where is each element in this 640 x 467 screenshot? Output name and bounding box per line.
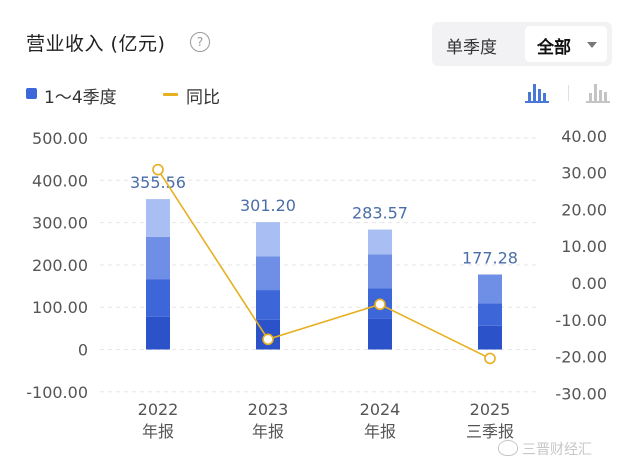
bar-segment-q2 [478, 303, 502, 326]
quarterly-toggle-button[interactable]: 单季度 [446, 38, 497, 58]
bar-segment-q4 [146, 199, 170, 237]
legend-line-swatch [163, 93, 178, 96]
bar-segment-q3 [146, 236, 170, 280]
right-axis-tick-label: -20.00 [555, 348, 607, 367]
left-axis-tick-label: 300.00 [32, 214, 88, 233]
yoy-point [152, 163, 164, 176]
bar-total-label: 283.57 [352, 204, 408, 223]
x-axis-period-label: 年报 [252, 422, 284, 441]
left-axis-tick-label: 400.00 [32, 171, 88, 190]
help-icon[interactable]: ? [190, 32, 210, 52]
all-periods-label: 全部 [537, 38, 571, 58]
bar-segment-q4 [368, 229, 392, 255]
yoy-point [484, 352, 496, 365]
period-toggle: 单季度 全部 [432, 22, 612, 66]
bar-total-label: 177.28 [462, 249, 518, 268]
right-axis-tick-label: 0.00 [571, 274, 607, 293]
weibo-logo-icon [498, 440, 518, 456]
right-axis-tick-label: -30.00 [555, 384, 607, 403]
right-axis-tick-label: -10.00 [555, 311, 607, 330]
x-axis-year-label: 2024 [360, 400, 401, 419]
all-periods-dropdown[interactable]: 全部 [525, 26, 607, 62]
right-axis-tick-label: 30.00 [561, 164, 607, 183]
chevron-down-icon [587, 42, 597, 48]
x-axis-year-label: 2023 [248, 400, 289, 419]
left-axis-tick-label: 0 [78, 341, 88, 360]
left-axis-tick-label: -100.00 [26, 383, 88, 402]
bar-segment-q4 [256, 222, 280, 257]
stacked-bar-view-icon[interactable] [525, 81, 549, 103]
right-axis-tick-label: 20.00 [561, 200, 607, 219]
bar-segment-q1 [146, 316, 170, 350]
bar-segment-q3 [256, 256, 280, 291]
yoy-point [374, 298, 386, 311]
bar-segment-q3 [478, 274, 502, 304]
chart-title: 营业收入 (亿元) [26, 33, 166, 55]
x-axis-period-label: 年报 [142, 422, 174, 441]
bar-segment-q1 [368, 318, 392, 350]
bar-segment-q1 [478, 325, 502, 350]
bar-segment-q3 [368, 254, 392, 289]
bar-segment-q2 [256, 290, 280, 320]
bar-total-label: 355.56 [130, 173, 186, 192]
left-axis-tick-label: 200.00 [32, 256, 88, 275]
left-axis-tick-label: 100.00 [32, 298, 88, 317]
legend-bars-swatch [26, 88, 37, 99]
x-axis-period-label: 年报 [364, 422, 396, 441]
watermark-text: 三晋财经汇 [522, 442, 592, 458]
bar-segment-q2 [146, 279, 170, 317]
legend-line-label[interactable]: 同比 [186, 88, 220, 108]
x-axis-period-label: 三季报 [466, 422, 514, 441]
right-axis-tick-label: 40.00 [561, 127, 607, 146]
left-axis-tick-label: 500.00 [32, 129, 88, 148]
yoy-line [157, 169, 491, 360]
toolbar-divider [568, 85, 569, 101]
legend-bars-label[interactable]: 1～4季度 [44, 88, 117, 108]
column-view-icon[interactable] [586, 81, 610, 103]
x-axis-year-label: 2022 [138, 400, 179, 419]
yoy-point [262, 333, 274, 346]
right-axis-tick-label: 10.00 [561, 237, 607, 256]
bar-total-label: 301.20 [240, 196, 296, 215]
x-axis-year-label: 2025 [470, 400, 511, 419]
